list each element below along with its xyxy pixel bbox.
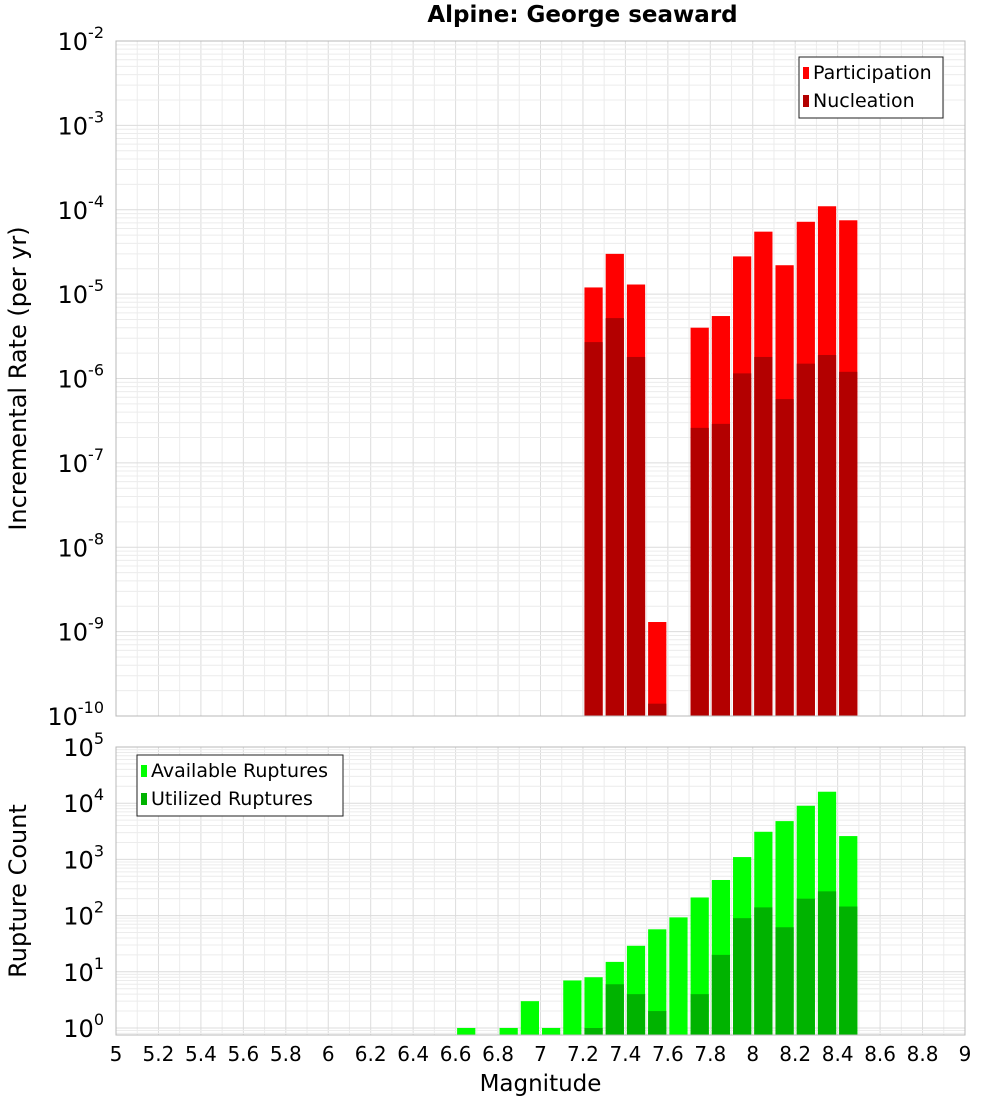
y-tick-label: 10-10 xyxy=(47,698,104,731)
plot-border-2 xyxy=(115,746,966,1036)
bar-available-ruptures-6_65 xyxy=(457,1027,476,1035)
bar-nucleation-7_75 xyxy=(690,427,709,716)
x-tick-label: 7 xyxy=(534,1042,547,1066)
bar-available-ruptures-7_05 xyxy=(542,1027,561,1035)
bar-utilized-ruptures-8_25 xyxy=(796,898,815,1035)
legend-swatch-available-ruptures xyxy=(141,765,147,777)
x-tick-label: 5 xyxy=(110,1042,123,1066)
x-tick-label: 8.8 xyxy=(907,1042,939,1066)
bar-nucleation-8_25 xyxy=(796,363,815,716)
legend-label: Available Ruptures xyxy=(151,760,328,782)
bar-participation-7_55 xyxy=(648,622,667,716)
x-tick-label: 6.4 xyxy=(397,1042,429,1066)
bar-nucleation-7_45 xyxy=(626,356,646,716)
legend-swatch-participation xyxy=(803,67,809,79)
x-tick-label: 8.4 xyxy=(822,1042,854,1066)
y-axis-title: Incremental Rate (per yr) xyxy=(4,226,32,530)
x-tick-label: 7.6 xyxy=(652,1042,684,1066)
bar-available-ruptures-7_25 xyxy=(584,977,603,1035)
bar-nucleation-8_15 xyxy=(775,399,794,716)
legend-swatch-utilized-ruptures xyxy=(141,793,147,805)
legend-box xyxy=(136,754,344,817)
x-tick-label: 8 xyxy=(746,1042,759,1066)
bar-nucleation-8_35 xyxy=(817,354,837,716)
x-tick-label: 8.2 xyxy=(779,1042,811,1066)
plot-border-1 xyxy=(115,40,966,717)
legend-label: Utilized Ruptures xyxy=(151,788,313,810)
y-axis-title: Rupture Count xyxy=(4,804,32,978)
chart-title: Alpine: George seaward xyxy=(427,2,737,28)
bar-nucleation-8_45 xyxy=(839,371,858,716)
bar-available-ruptures-7_55 xyxy=(648,929,667,1035)
y-tick-label: 102 xyxy=(63,898,104,931)
bar-utilized-ruptures-7_55 xyxy=(648,1011,667,1035)
bar-utilized-ruptures-7_45 xyxy=(626,994,646,1035)
x-tick-label: 5.2 xyxy=(143,1042,175,1066)
x-tick-label: 6.6 xyxy=(440,1042,472,1066)
x-tick-label: 7.2 xyxy=(567,1042,599,1066)
bar-utilized-ruptures-7_25 xyxy=(584,1027,603,1035)
y-tick-label: 101 xyxy=(63,954,104,987)
x-tick-label: 6.2 xyxy=(355,1042,387,1066)
bar-available-ruptures-6_85 xyxy=(499,1027,518,1035)
bar-nucleation-7_25 xyxy=(584,342,603,716)
y-tick-label: 10-9 xyxy=(58,614,105,647)
legend-box xyxy=(798,56,944,119)
bar-available-ruptures-7_15 xyxy=(563,980,582,1035)
x-axis-title: Magnitude xyxy=(480,1071,602,1097)
x-tick-label: 9 xyxy=(959,1042,972,1066)
bar-nucleation-8_05 xyxy=(754,356,773,716)
x-tick-label: 5.6 xyxy=(227,1042,259,1066)
y-tick-label: 103 xyxy=(63,841,104,874)
y-tick-label: 104 xyxy=(63,785,104,818)
bar-utilized-ruptures-7_85 xyxy=(711,954,731,1035)
bar-utilized-ruptures-8_15 xyxy=(775,927,794,1035)
y-tick-label: 100 xyxy=(63,1010,104,1043)
x-tick-label: 5.8 xyxy=(270,1042,302,1066)
y-tick-label: 10-5 xyxy=(58,276,105,309)
y-tick-label: 10-8 xyxy=(58,529,105,562)
y-tick-label: 10-4 xyxy=(58,192,105,225)
bar-utilized-ruptures-7_95 xyxy=(733,918,752,1035)
bar-utilized-ruptures-8_35 xyxy=(817,891,837,1035)
bar-nucleation-7_85 xyxy=(711,423,731,716)
x-tick-label: 7.4 xyxy=(609,1042,641,1066)
bar-utilized-ruptures-8_05 xyxy=(754,907,773,1035)
x-tick-label: 8.6 xyxy=(864,1042,896,1066)
bar-available-ruptures-7_65 xyxy=(669,917,688,1035)
x-tick-label: 7.8 xyxy=(694,1042,726,1066)
y-tick-label: 10-6 xyxy=(58,361,105,394)
bar-utilized-ruptures-8_45 xyxy=(839,906,858,1035)
bar-available-ruptures-6_95 xyxy=(520,1001,539,1035)
x-tick-label: 5.4 xyxy=(185,1042,217,1066)
bar-nucleation-7_35 xyxy=(605,318,624,716)
y-tick-label: 10-7 xyxy=(58,445,105,478)
legend-label: Nucleation xyxy=(813,90,915,112)
y-tick-label: 105 xyxy=(63,729,104,762)
bar-utilized-ruptures-7_75 xyxy=(690,994,709,1035)
legend-swatch-nucleation xyxy=(803,95,809,107)
bar-nucleation-7_55 xyxy=(648,703,667,716)
bar-nucleation-7_95 xyxy=(733,373,752,716)
legend-label: Participation xyxy=(813,62,932,84)
y-tick-label: 10-3 xyxy=(58,107,105,140)
bar-utilized-ruptures-7_35 xyxy=(605,984,624,1035)
y-tick-label: 10-2 xyxy=(58,23,105,56)
x-tick-label: 6.8 xyxy=(482,1042,514,1066)
x-tick-label: 6 xyxy=(322,1042,335,1066)
